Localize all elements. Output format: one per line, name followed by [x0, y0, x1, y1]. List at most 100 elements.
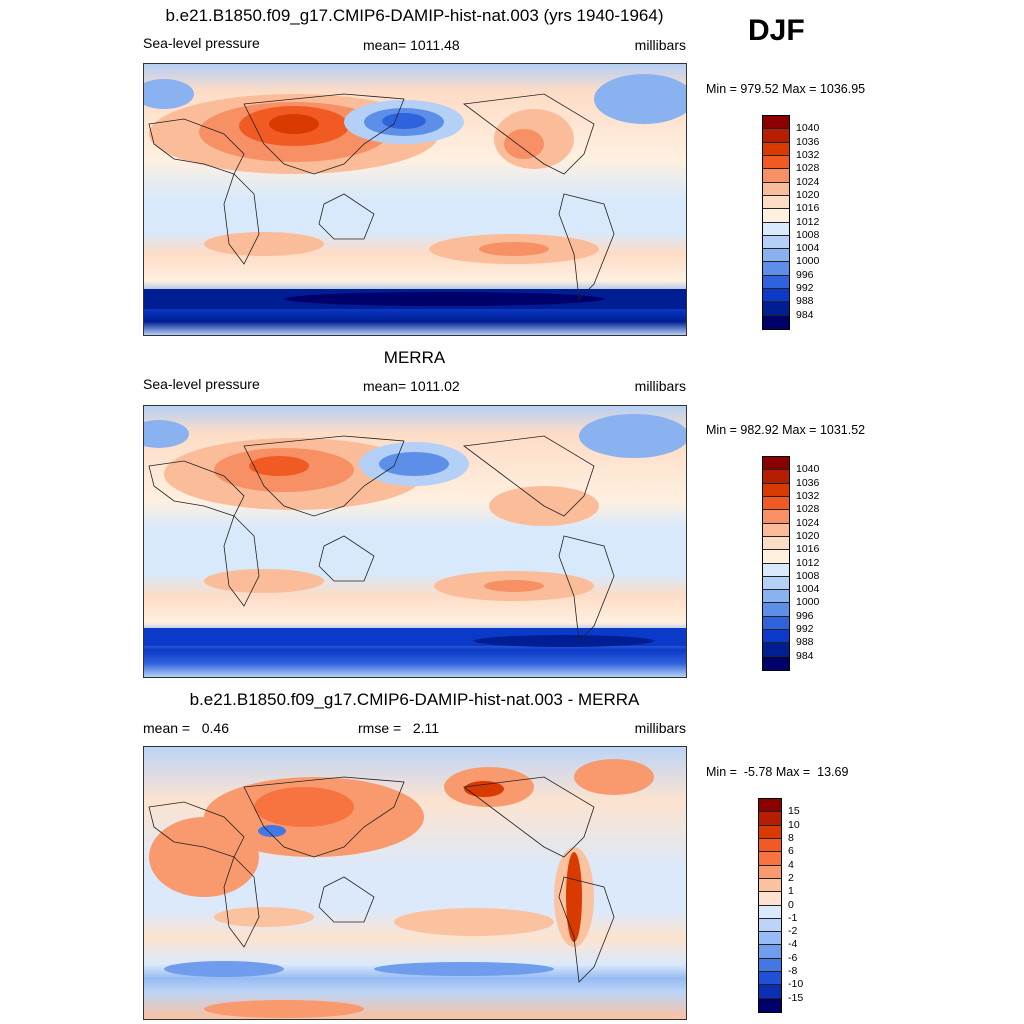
colorbar-swatch [763, 235, 789, 250]
colorbar-swatch [763, 249, 789, 263]
colorbar-tick-label: -4 [788, 938, 798, 951]
colorbar-tick-label: 984 [796, 649, 814, 662]
colorbar-swatch [763, 563, 789, 577]
panel-3-map-field [144, 747, 686, 1019]
colorbar-swatch [763, 129, 789, 143]
colorbar-swatch [759, 812, 781, 826]
panel-2-mean-label: mean= 1011.02 [363, 378, 460, 394]
colorbar-tick-label: 1028 [796, 503, 820, 516]
colorbar-swatch [759, 865, 781, 879]
colorbar-tick-label: 6 [788, 845, 794, 858]
panel-1-colorbar [762, 115, 790, 330]
panel-1-minmax-label: Min = 979.52 Max = 1036.95 [706, 82, 866, 96]
colorbar-swatch [763, 536, 789, 551]
colorbar-swatch [763, 182, 789, 196]
colorbar-tick-label: 1020 [796, 529, 820, 542]
colorbar-tick-label: 1028 [796, 162, 820, 175]
panel-1-title: b.e21.B1850.f09_g17.CMIP6-DAMIP-hist-nat… [165, 6, 664, 25]
panel-3-units-label: millibars [634, 720, 686, 736]
colorbar-swatch [759, 892, 781, 906]
colorbar-tick-label: 2 [788, 871, 794, 884]
panel-2-title: MERRA [383, 348, 446, 367]
panel-3-colorbar [758, 798, 782, 1013]
colorbar-swatch [763, 576, 789, 591]
colorbar-swatch [763, 289, 789, 303]
colorbar-tick-label: 1012 [796, 215, 820, 228]
colorbar-swatch [763, 616, 789, 631]
panel-3-minmax-label: Min = -5.78 Max = 13.69 [706, 765, 849, 779]
colorbar-swatch [763, 483, 789, 497]
colorbar-tick-label: 992 [796, 282, 814, 295]
colorbar-tick-label: 1024 [796, 516, 820, 529]
colorbar-tick-label: 1032 [796, 148, 820, 161]
colorbar-tick-label: 988 [796, 636, 814, 649]
colorbar-swatch [763, 315, 789, 329]
colorbar-tick-label: 1036 [796, 476, 820, 489]
colorbar-swatch [763, 142, 789, 156]
colorbar-swatch [763, 195, 789, 210]
season-label: DJF [748, 14, 805, 47]
colorbar-swatch [759, 985, 781, 999]
colorbar-tick-label: 1016 [796, 202, 820, 215]
panel-3-map [143, 746, 687, 1020]
colorbar-tick-label: 8 [788, 831, 794, 844]
colorbar-tick-label: 1040 [796, 122, 820, 135]
panel-2-map [143, 405, 687, 678]
colorbar-tick-label: 1016 [796, 543, 820, 556]
colorbar-tick-label: 1004 [796, 242, 820, 255]
colorbar-swatch [759, 932, 781, 946]
colorbar-swatch [759, 825, 781, 839]
colorbar-tick-label: -6 [788, 951, 798, 964]
colorbar-tick-label: 1000 [796, 596, 820, 609]
colorbar-tick-label: 1 [788, 885, 794, 898]
panel-1-mean-label: mean= 1011.48 [363, 37, 460, 53]
colorbar-swatch [763, 496, 789, 511]
colorbar-tick-label: 1012 [796, 556, 820, 569]
panel-3-rmse-label: rmse = 2.11 [358, 720, 440, 736]
colorbar-tick-label: -15 [788, 991, 804, 1004]
colorbar-tick-label: -1 [788, 911, 798, 924]
colorbar-swatch [763, 222, 789, 236]
panel-2-minmax-label: Min = 982.92 Max = 1031.52 [706, 423, 866, 437]
colorbar-swatch [759, 838, 781, 853]
colorbar-swatch [759, 878, 781, 893]
colorbar-swatch [759, 972, 781, 986]
colorbar-swatch [763, 550, 789, 564]
colorbar-tick-label: 1024 [796, 175, 820, 188]
colorbar-swatch [763, 630, 789, 644]
colorbar-tick-label: 1040 [796, 463, 820, 476]
panel-1-map-field [144, 64, 686, 335]
colorbar-swatch [763, 169, 789, 183]
colorbar-tick-label: 1032 [796, 489, 820, 502]
colorbar-tick-label: 10 [788, 818, 800, 831]
panel-2-map-field [144, 406, 686, 677]
colorbar-swatch [763, 155, 789, 170]
colorbar-swatch [763, 302, 789, 316]
colorbar-swatch [759, 958, 781, 973]
colorbar-tick-label: 996 [796, 609, 814, 622]
colorbar-swatch [763, 275, 789, 290]
colorbar-swatch [763, 523, 789, 537]
colorbar-swatch [763, 116, 789, 130]
colorbar-tick-label: 4 [788, 858, 794, 871]
colorbar-swatch [763, 510, 789, 524]
panel-3-mean-label: mean = 0.46 [143, 720, 230, 736]
panel-1-variable-label: Sea-level pressure [143, 35, 260, 51]
panel-2-units-label: millibars [634, 378, 686, 394]
colorbar-swatch [763, 656, 789, 670]
colorbar-tick-label: -8 [788, 965, 798, 978]
colorbar-swatch [759, 905, 781, 919]
colorbar-swatch [759, 998, 781, 1012]
colorbar-tick-label: 984 [796, 308, 814, 321]
colorbar-tick-label: 988 [796, 295, 814, 308]
panel-2-variable-label: Sea-level pressure [143, 376, 260, 392]
colorbar-tick-label: 0 [788, 898, 794, 911]
colorbar-swatch [763, 590, 789, 604]
panel-3-title: b.e21.B1850.f09_g17.CMIP6-DAMIP-hist-nat… [189, 690, 640, 709]
panel-2-colorbar [762, 456, 790, 671]
colorbar-tick-label: -10 [788, 978, 804, 991]
colorbar-swatch [759, 799, 781, 813]
colorbar-tick-label: 996 [796, 268, 814, 281]
colorbar-swatch [759, 945, 781, 959]
colorbar-swatch [763, 470, 789, 484]
